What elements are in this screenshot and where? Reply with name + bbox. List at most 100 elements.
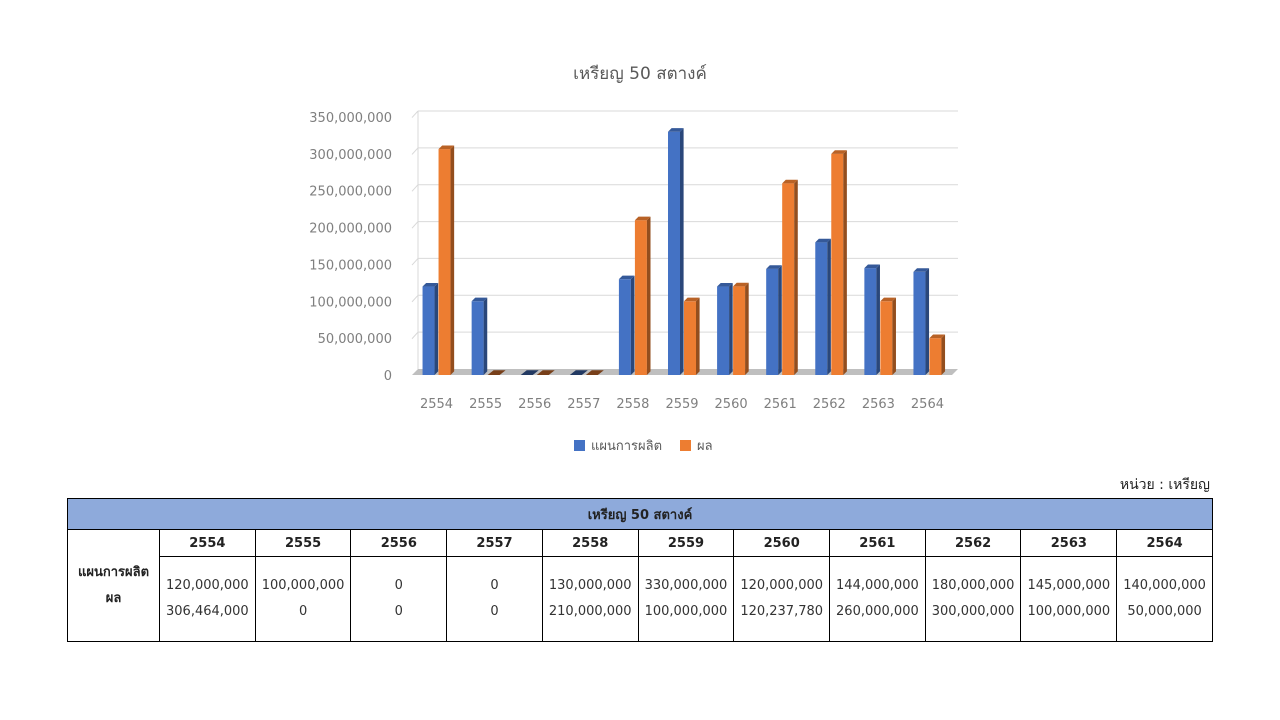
bar [668,128,684,375]
y-tick-label: 150,000,000 [309,258,392,273]
result-value: 210,000,000 [548,604,632,619]
legend-item: แผนการผลิต [574,439,662,454]
bar [585,370,604,375]
gridline-depth [411,110,419,118]
x-tick-label: 2556 [518,397,551,412]
plan-value: 120,000,000 [166,578,249,593]
table-cell: 120,000,000 120,237,780 [733,556,831,642]
bar [438,145,455,375]
bar [634,216,651,375]
x-tick-label: 2563 [862,397,895,412]
legend-item: ผล [680,439,713,454]
bar [487,370,506,375]
chart-legend: แผนการผลิต ผล [574,439,713,454]
legend-swatch [574,440,585,451]
plan-value: 0 [394,578,403,593]
bar [831,150,847,375]
plan-value: 140,000,000 [1123,578,1206,593]
table-cell: 145,000,000 100,000,000 [1020,556,1118,642]
y-tick-label: 300,000,000 [309,148,392,163]
chart-bars [422,128,946,375]
bar [766,265,782,375]
y-tick-label: 50,000,000 [318,332,392,347]
plan-value: 145,000,000 [1027,578,1111,593]
unit-label: หน่วย : เหรียญ [1119,477,1210,493]
result-value: 100,000,000 [644,604,728,619]
result-value: 300,000,000 [931,604,1015,619]
table-year-header: 2563 [1020,529,1118,557]
table-year-header: 2561 [829,529,926,557]
table-values-row: 120,000,000 306,464,000 100,000,000 0 0 0 0 0 13… [68,556,1213,642]
table-row-labels: แผนการผลิต ผล [67,529,160,642]
bar [733,282,749,375]
table-cell: 130,000,000 210,000,000 [541,556,639,642]
x-tick-label: 2554 [420,397,453,412]
result-value: 0 [298,604,308,619]
table-cell: 140,000,000 50,000,000 [1116,556,1213,642]
plan-value: 100,000,000 [261,578,345,593]
y-axis-ticks: 0 50,000,000 100,000,000 150,000,000 200,000… [309,111,392,384]
table-year-header: 2555 [254,529,352,557]
y-tick-label: 250,000,000 [309,185,392,200]
bar [618,275,635,375]
gridline-depth [411,147,419,155]
row-label-plan: แผนการผลิต [77,564,150,580]
table-year-header: 2559 [637,529,735,557]
table-year-header: 2557 [446,529,543,557]
result-value: 260,000,000 [836,604,919,619]
table-cell: 144,000,000 260,000,000 [829,556,926,642]
x-tick-label: 2555 [469,397,502,412]
y-tick-label: 350,000,000 [309,111,392,126]
result-value: 120,237,780 [740,604,824,619]
x-tick-label: 2561 [764,397,797,412]
bar [520,370,539,375]
gridline-depth [411,294,419,303]
legend-label: แผนการผลิต [591,439,662,454]
table-year-header: 2556 [350,529,448,557]
bar [569,370,588,375]
table-year-header: 2564 [1116,529,1213,557]
gridline-depth [411,184,419,192]
y-tick-label: 100,000,000 [309,295,392,310]
bar-chart: เหรียญ 50 สตางค์ 0 50,000,000 100,000,000 1… [309,64,958,454]
bar [684,297,700,375]
table-year-header: 2558 [541,529,639,557]
bar [880,297,896,375]
bar [913,268,930,375]
table-year-header: 2562 [924,529,1022,557]
gridline-depth [411,258,419,266]
bar [864,264,880,375]
x-tick-label: 2564 [911,397,944,412]
plan-value: 330,000,000 [644,578,728,593]
bar [782,179,798,375]
chart-title: เหรียญ 50 สตางค์ [573,64,707,84]
bar [717,282,733,375]
table-year-header: 2560 [733,529,831,557]
result-value: 0 [394,604,403,619]
table-year-header: 2554 [159,529,256,557]
bar [929,334,946,375]
x-axis-ticks: 2554 2555 2556 2557 2558 2559 2560 2561 2562 2563… [420,397,944,412]
x-tick-label: 2558 [616,397,649,412]
result-value: 306,464,000 [166,604,249,619]
x-tick-label: 2560 [715,397,748,412]
bar [422,282,439,375]
table-cell: 330,000,000 100,000,000 [637,556,735,642]
table-cell: 100,000,000 0 [254,556,352,642]
legend-label: ผล [697,439,713,454]
plan-value: 120,000,000 [740,578,824,593]
bar [471,297,488,375]
plan-value: 144,000,000 [836,578,919,593]
plan-value: 130,000,000 [548,578,632,593]
legend-swatch [680,440,691,451]
table-year-row: แผนการผลิต ผล 2554 2555 2556 2557 2558 2559 25… [67,529,1213,642]
x-tick-label: 2559 [665,397,698,412]
bar [536,370,555,375]
result-value: 100,000,000 [1027,604,1111,619]
table-cell: 180,000,000 300,000,000 [924,556,1022,642]
plan-value: 0 [490,578,499,593]
gridline-depth [411,221,419,229]
data-table: เหรียญ 50 สตางค์ แผนการผลิต ผล 2554 2555 2… [67,498,1213,642]
result-value: 50,000,000 [1127,604,1202,619]
